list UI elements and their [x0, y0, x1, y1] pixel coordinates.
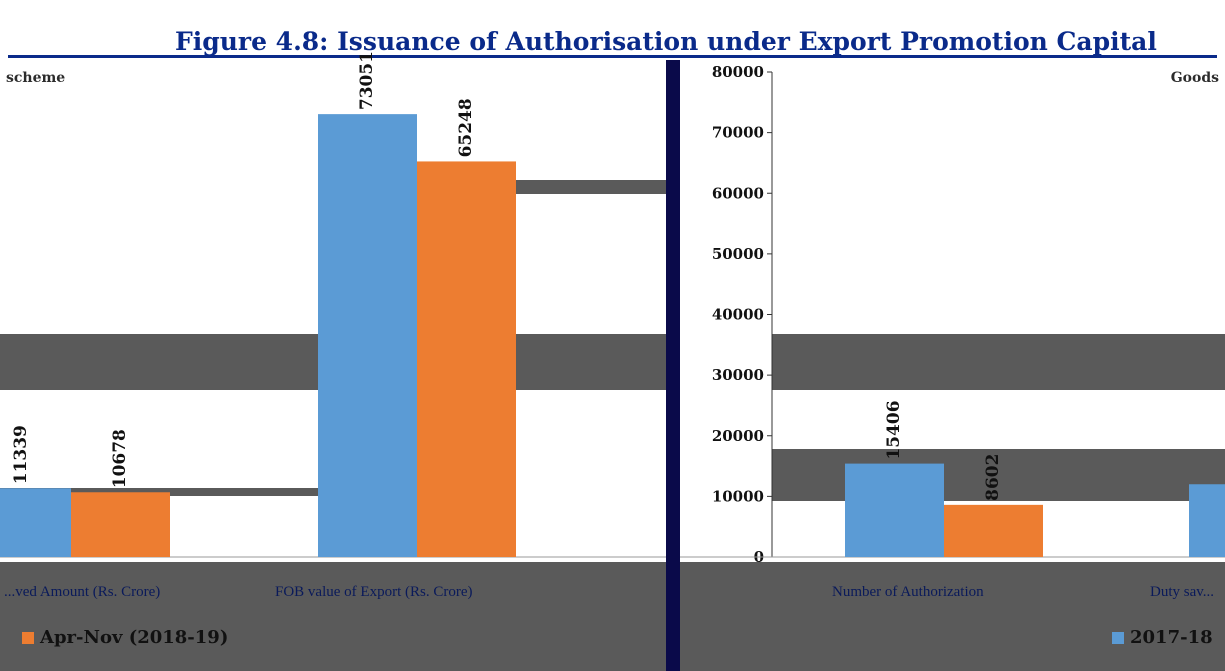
bar — [318, 114, 417, 558]
legend-swatch-2017-18 — [1112, 631, 1124, 644]
background-band — [0, 488, 320, 496]
y-tick-label: 0 — [754, 548, 764, 562]
bar — [1189, 484, 1225, 557]
bar — [0, 488, 71, 557]
y-tick-label: 60000 — [712, 184, 764, 202]
left-category-label-1: ...ved Amount (Rs. Crore) — [4, 584, 161, 600]
bar — [845, 463, 944, 557]
y-tick-label: 30000 — [712, 366, 764, 384]
right-legend: 2017-18 — [1112, 627, 1213, 648]
left-panel-label: scheme — [6, 70, 66, 86]
title-rule — [8, 55, 1217, 58]
legend-label-apr-nov: Apr-Nov (2018-19) — [40, 627, 229, 648]
legend-label-2017-18: 2017-18 — [1130, 627, 1213, 648]
legend-swatch-apr-nov — [22, 631, 34, 644]
y-tick-label: 40000 — [712, 306, 764, 324]
bar — [417, 161, 516, 557]
y-tick-label: 80000 — [712, 63, 764, 81]
y-tick-label: 20000 — [712, 427, 764, 445]
data-label: 15406 — [884, 400, 904, 459]
left-legend: Apr-Nov (2018-19) — [22, 627, 228, 648]
data-label: 65248 — [456, 98, 476, 157]
left-chart-panel: 11339 10678 73051 65248 ...ved Amount (Rs. … — [0, 51, 666, 671]
y-tick-label: 70000 — [712, 124, 764, 142]
panel-divider — [666, 60, 680, 671]
right-category-label-1: Number of Authorization — [832, 584, 984, 600]
y-tick-label: 10000 — [712, 487, 764, 505]
data-label: 8602 — [983, 454, 1003, 501]
right-axis-band — [680, 562, 1225, 671]
right-bar-chart: 0 10000 20000 30000 40000 50000 60000 70000 8000… — [680, 63, 1225, 562]
left-category-label-2: FOB value of Export (Rs. Crore) — [275, 584, 473, 600]
background-band — [772, 334, 1225, 390]
figure-title: Figure 4.8: Issuance of Authorisation un… — [175, 27, 1157, 56]
bar — [944, 504, 1043, 557]
data-label: 10678 — [110, 429, 130, 488]
right-panel-label: Goods — [1170, 70, 1219, 86]
bar — [71, 492, 170, 557]
y-tick-label: 50000 — [712, 245, 764, 263]
left-bar-chart: 11339 10678 73051 65248 — [0, 51, 666, 558]
data-label: 73051 — [357, 51, 377, 110]
right-chart-panel: 0 10000 20000 30000 40000 50000 60000 70000 8000… — [680, 0, 1225, 671]
left-axis-band — [0, 562, 666, 671]
right-category-label-2: Duty sav... — [1150, 584, 1215, 600]
data-label: 11339 — [11, 425, 31, 484]
